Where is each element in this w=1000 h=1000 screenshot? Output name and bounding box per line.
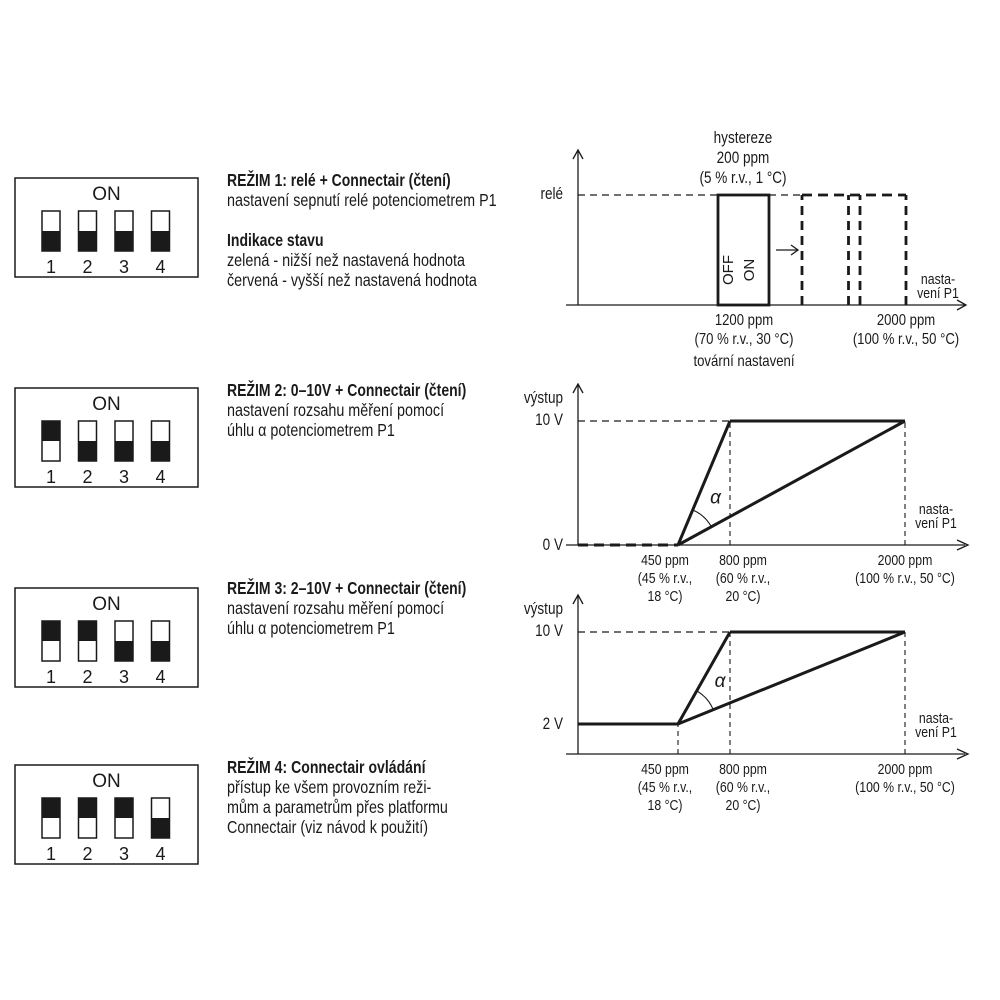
svg-text:Indikace stavu: Indikace stavu [227,230,324,250]
svg-text:1200 ppm: 1200 ppm [715,312,773,329]
svg-text:10 V: 10 V [535,622,563,640]
svg-text:450 ppm: 450 ppm [641,761,689,778]
svg-text:3: 3 [119,257,129,277]
svg-text:(100 % r.v., 50 °C): (100 % r.v., 50 °C) [855,779,955,796]
svg-text:10 V: 10 V [535,411,563,429]
svg-text:1: 1 [46,257,56,277]
svg-text:18 °C): 18 °C) [648,588,683,605]
svg-text:2: 2 [82,844,92,864]
svg-text:Connectair (viz návod k použit: Connectair (viz návod k použití) [227,817,428,837]
svg-text:REŽIM 1: relé + Connectair (čt: REŽIM 1: relé + Connectair (čtení) [227,169,451,190]
svg-text:ON: ON [92,771,121,792]
svg-text:OFF: OFF [720,255,737,285]
svg-text:(45 % r.v.,: (45 % r.v., [638,570,692,587]
svg-text:červená - vyšší než nastavená: červená - vyšší než nastavená hodnota [227,270,477,290]
svg-text:(45 % r.v.,: (45 % r.v., [638,779,692,796]
svg-text:REŽIM 2: 0–10V + Connectair (č: REŽIM 2: 0–10V + Connectair (čtení) [227,379,466,400]
svg-text:α: α [715,671,727,692]
svg-text:(60 % r.v.,: (60 % r.v., [716,779,770,796]
svg-text:hystereze: hystereze [714,129,773,147]
svg-text:(60 % r.v.,: (60 % r.v., [716,570,770,587]
svg-text:(100 % r.v., 50 °C): (100 % r.v., 50 °C) [855,570,955,587]
svg-text:ON: ON [92,394,121,415]
svg-text:800 ppm: 800 ppm [719,552,767,569]
svg-text:800 ppm: 800 ppm [719,761,767,778]
svg-text:nastavení rozsahu měření pomoc: nastavení rozsahu měření pomocí [227,400,444,420]
svg-text:(70 % r.v., 30 °C): (70 % r.v., 30 °C) [694,331,793,348]
svg-text:3: 3 [119,467,129,487]
svg-text:vení P1: vení P1 [915,515,957,532]
svg-text:200 ppm: 200 ppm [717,149,770,167]
svg-text:2000 ppm: 2000 ppm [877,312,935,329]
svg-text:18 °C): 18 °C) [648,797,683,814]
svg-text:2000 ppm: 2000 ppm [878,761,933,778]
svg-text:úhlu α potenciometrem P1: úhlu α potenciometrem P1 [227,420,395,440]
svg-text:(5 % r.v., 1 °C): (5 % r.v., 1 °C) [699,169,786,187]
svg-text:tovární nastavení: tovární nastavení [693,353,795,370]
svg-text:0 V: 0 V [543,536,563,554]
svg-text:3: 3 [119,844,129,864]
svg-text:nastavení rozsahu měření pomoc: nastavení rozsahu měření pomocí [227,598,444,618]
svg-text:úhlu α potenciometrem P1: úhlu α potenciometrem P1 [227,618,395,638]
svg-text:ON: ON [92,184,121,205]
svg-text:2: 2 [82,257,92,277]
svg-text:(100 % r.v., 50 °C): (100 % r.v., 50 °C) [853,331,959,348]
svg-text:α: α [710,487,722,508]
svg-text:výstup: výstup [524,600,563,618]
svg-text:4: 4 [155,667,165,687]
svg-text:2 V: 2 V [543,715,563,733]
svg-text:vení P1: vení P1 [917,285,959,302]
svg-text:REŽIM 3: 2–10V + Connectair (č: REŽIM 3: 2–10V + Connectair (čtení) [227,577,466,598]
svg-text:2: 2 [82,467,92,487]
svg-text:450 ppm: 450 ppm [641,552,689,569]
svg-text:20 °C): 20 °C) [726,588,761,605]
svg-text:relé: relé [540,185,563,203]
svg-text:REŽIM 4: Connectair ovládání: REŽIM 4: Connectair ovládání [227,756,426,777]
svg-text:nastavení sepnutí relé potenci: nastavení sepnutí relé potenciometrem P1 [227,190,497,210]
svg-text:1: 1 [46,467,56,487]
svg-text:2000 ppm: 2000 ppm [878,552,933,569]
svg-text:výstup: výstup [524,389,563,407]
svg-text:přístup ke všem provozním reži: přístup ke všem provozním reži- [227,777,431,797]
svg-text:3: 3 [119,667,129,687]
svg-text:4: 4 [155,844,165,864]
svg-text:ON: ON [741,259,758,282]
svg-text:1: 1 [46,844,56,864]
svg-text:zelená - nižší než nastavená h: zelená - nižší než nastavená hodnota [227,250,465,270]
svg-text:2: 2 [82,667,92,687]
svg-text:vení P1: vení P1 [915,724,957,741]
svg-text:20 °C): 20 °C) [726,797,761,814]
svg-text:mům a parametrům přes platform: mům a parametrům přes platformu [227,797,448,817]
svg-text:ON: ON [92,594,121,615]
svg-text:4: 4 [155,257,165,277]
svg-text:4: 4 [155,467,165,487]
svg-text:1: 1 [46,667,56,687]
